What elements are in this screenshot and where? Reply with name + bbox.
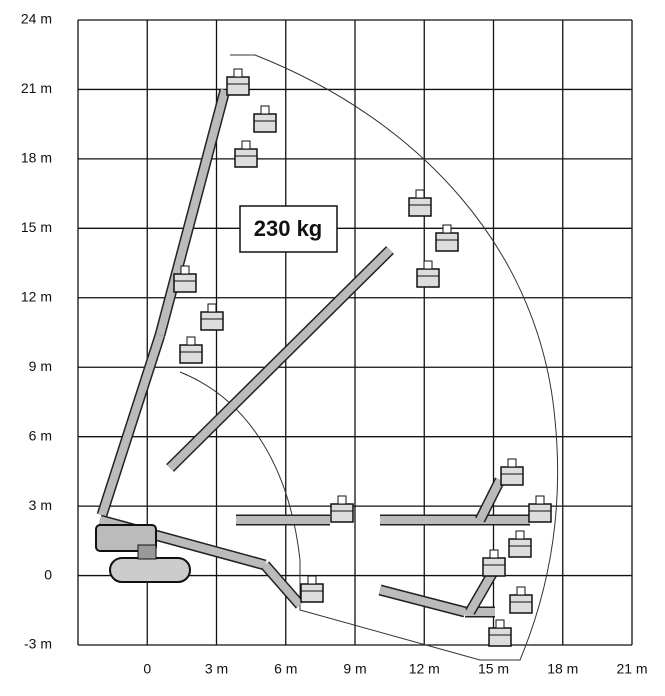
operator <box>495 619 505 629</box>
x-tick-label: 18 m <box>547 661 578 677</box>
operator <box>233 68 243 78</box>
operator <box>535 495 545 505</box>
y-tick-label: 0 <box>44 566 52 582</box>
basket-body <box>234 148 258 168</box>
basket <box>482 549 506 577</box>
basket-body <box>509 594 533 614</box>
operator <box>507 458 517 468</box>
booms <box>96 88 530 618</box>
x-tick-label: 3 m <box>205 661 228 677</box>
basket <box>508 530 532 558</box>
basket <box>435 224 459 252</box>
operator <box>260 105 270 115</box>
basket <box>300 575 324 603</box>
basket-body <box>416 268 440 288</box>
basket-body <box>435 232 459 252</box>
x-tick-label: 9 m <box>343 661 366 677</box>
y-tick-label: 6 m <box>29 427 52 443</box>
basket <box>226 68 250 96</box>
operator <box>307 575 317 585</box>
operator <box>415 189 425 199</box>
operator <box>186 336 196 346</box>
basket-body <box>488 627 512 647</box>
basket <box>330 495 354 523</box>
operator <box>180 265 190 275</box>
x-tick-label: 21 m <box>616 661 647 677</box>
y-tick-label: 3 m <box>29 497 52 513</box>
working-envelope <box>179 54 559 661</box>
basket <box>416 260 440 288</box>
x-tick-label: 0 <box>143 661 151 677</box>
basket <box>200 303 224 331</box>
y-tick-label: -3 m <box>24 636 52 652</box>
basket <box>234 140 258 168</box>
load-box <box>239 205 338 253</box>
basket-body <box>253 113 277 133</box>
y-tick-label: 18 m <box>21 150 52 166</box>
load-label: 230 kg <box>254 216 323 241</box>
basket-body <box>173 273 197 293</box>
basket-body <box>226 76 250 96</box>
basket <box>253 105 277 133</box>
x-tick-label: 15 m <box>478 661 509 677</box>
basket <box>408 189 432 217</box>
grid <box>77 19 633 646</box>
chassis <box>95 524 191 583</box>
basket-body <box>200 311 224 331</box>
basket-body <box>179 344 203 364</box>
operator <box>207 303 217 313</box>
basket-body <box>330 503 354 523</box>
boom <box>378 586 467 616</box>
operator <box>241 140 251 150</box>
basket-body <box>500 466 524 486</box>
operator <box>516 586 526 596</box>
x-tick-label: 6 m <box>274 661 297 677</box>
operator <box>515 530 525 540</box>
boom <box>476 478 504 522</box>
y-tick-label: 15 m <box>21 219 52 235</box>
y-tick-label: 21 m <box>21 80 52 96</box>
y-tick-label: 24 m <box>21 11 52 27</box>
operator <box>489 549 499 559</box>
basket <box>509 586 533 614</box>
y-tick-label: 12 m <box>21 288 52 304</box>
operator <box>337 495 347 505</box>
x-tick-label: 12 m <box>409 661 440 677</box>
basket-body <box>482 557 506 577</box>
basket <box>500 458 524 486</box>
basket-body <box>408 197 432 217</box>
y-tick-label: 9 m <box>29 358 52 374</box>
operator <box>423 260 433 270</box>
boom <box>156 88 229 337</box>
basket <box>488 619 512 647</box>
boom <box>261 562 304 608</box>
basket <box>528 495 552 523</box>
basket <box>179 336 203 364</box>
basket-body <box>508 538 532 558</box>
boom <box>167 247 393 471</box>
basket <box>173 265 197 293</box>
basket-body <box>528 503 552 523</box>
operator <box>442 224 452 234</box>
boom <box>98 333 164 517</box>
basket-body <box>300 583 324 603</box>
